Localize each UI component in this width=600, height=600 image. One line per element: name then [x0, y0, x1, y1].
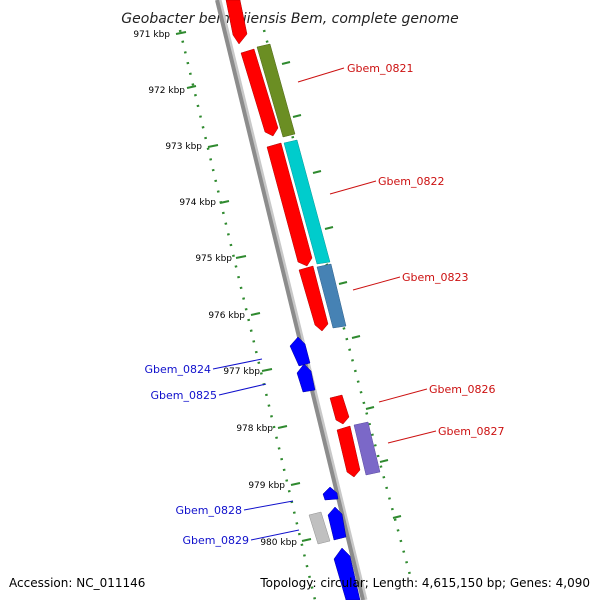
accession-text: Accession: NC_011146 — [9, 576, 145, 590]
kbp-scale-labels: 971 kbp 972 kbp 973 kbp 974 kbp 975 kbp … — [133, 30, 297, 548]
kbp-label: 977 kbp — [223, 367, 260, 377]
cds-forward-arrow[interactable] — [336, 425, 361, 478]
gene-0829-block[interactable] — [308, 511, 331, 545]
kbp-label: 978 kbp — [236, 424, 273, 434]
cds-reverse-arrow[interactable] — [322, 486, 339, 501]
gene-0823-block[interactable] — [316, 263, 347, 329]
cds-reverse-arrow[interactable] — [296, 363, 316, 393]
kbp-label: 976 kbp — [208, 311, 245, 321]
forward-cds-track — [225, 0, 361, 478]
gene-label-gbem-0824[interactable]: Gbem_0824 — [145, 363, 211, 376]
cds-forward-arrow[interactable] — [240, 48, 279, 137]
cds-forward-arrow[interactable] — [266, 142, 313, 267]
cds-forward-arrow[interactable] — [298, 265, 329, 332]
gene-label-gbem-0827[interactable]: Gbem_0827 — [438, 425, 504, 438]
gene-label-gbem-0823[interactable]: Gbem_0823 — [402, 271, 468, 284]
kbp-label: 980 kbp — [260, 538, 297, 548]
gene-0827-block[interactable] — [353, 421, 381, 476]
gene-label-gbem-0826[interactable]: Gbem_0826 — [429, 383, 495, 396]
gene-label-gbem-0822[interactable]: Gbem_0822 — [378, 175, 444, 188]
topology-text: Topology: circular; Length: 4,615,150 bp… — [259, 576, 590, 590]
forward-label-leaders — [297, 67, 437, 444]
highlighted-genes — [256, 43, 381, 476]
reverse-cds-track — [289, 336, 361, 600]
kbp-label: 972 kbp — [148, 86, 185, 96]
cds-reverse-arrow[interactable] — [327, 506, 347, 541]
gene-0821-block[interactable] — [256, 43, 296, 138]
reverse-gene-labels: Gbem_0824 Gbem_0825 Gbem_0828 Gbem_0829 — [145, 363, 249, 547]
tick-marks — [175, 31, 402, 542]
cds-forward-arrow[interactable] — [329, 394, 350, 425]
kbp-label: 979 kbp — [248, 481, 285, 491]
forward-gene-labels: Gbem_0821 Gbem_0822 Gbem_0823 Gbem_0826 … — [347, 62, 504, 438]
kbp-label: 971 kbp — [133, 30, 170, 40]
cds-reverse-arrow[interactable] — [289, 336, 311, 367]
kbp-label: 974 kbp — [179, 198, 216, 208]
kbp-label: 973 kbp — [165, 142, 202, 152]
gene-label-gbem-0829[interactable]: Gbem_0829 — [183, 534, 249, 547]
map-title: Geobacter bemidjiensis Bem, complete gen… — [121, 11, 458, 27]
genome-backbone — [215, 0, 365, 600]
gene-label-gbem-0828[interactable]: Gbem_0828 — [176, 504, 242, 517]
gene-label-gbem-0825[interactable]: Gbem_0825 — [151, 389, 217, 402]
cds-reverse-arrow[interactable] — [333, 547, 361, 600]
gene-label-gbem-0821[interactable]: Gbem_0821 — [347, 62, 413, 75]
kbp-label: 975 kbp — [195, 254, 232, 264]
gene-0822-block[interactable] — [283, 139, 331, 265]
cds-forward-arrow[interactable] — [225, 0, 248, 45]
reverse-label-leaders — [212, 358, 300, 541]
